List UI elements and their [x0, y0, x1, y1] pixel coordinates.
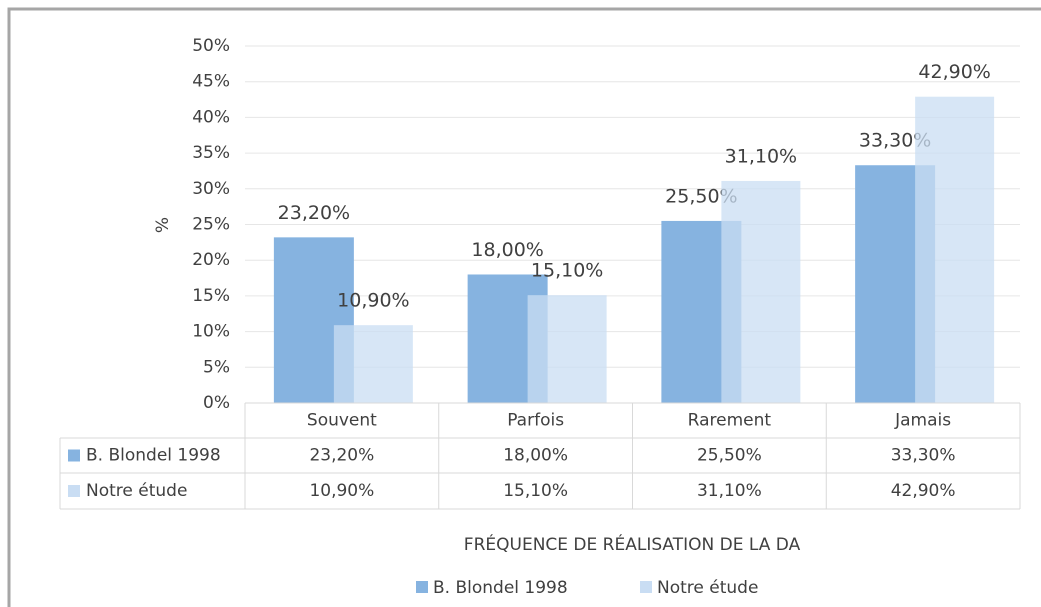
x-tick-label: Jamais	[894, 411, 951, 431]
legend-key	[640, 581, 652, 593]
table-cell: 31,10%	[697, 481, 762, 501]
table-cell: 25,50%	[697, 446, 762, 466]
chart-frame	[7, 7, 1041, 607]
y-tick-label: 30%	[192, 179, 230, 199]
y-tick-label: 50%	[192, 36, 230, 56]
table-cell: 42,90%	[891, 481, 956, 501]
data-label: 25,50%	[665, 185, 737, 207]
data-label: 18,00%	[471, 239, 543, 261]
legend-key	[68, 449, 80, 462]
y-axis-title: %	[153, 217, 173, 233]
y-tick-label: 40%	[192, 107, 230, 127]
bar	[333, 325, 413, 403]
legend-label: B. Blondel 1998	[433, 578, 568, 598]
x-axis-title: FRÉQUENCE DE RÉALISATION DE LA DA	[464, 533, 801, 555]
table-cell: 18,00%	[503, 446, 568, 466]
y-tick-label: 10%	[192, 322, 230, 342]
y-tick-label: 5%	[203, 357, 230, 377]
y-tick-label: 35%	[192, 143, 230, 163]
bar	[721, 180, 801, 403]
y-tick-label: 45%	[192, 72, 230, 92]
data-label: 10,90%	[337, 290, 409, 312]
legend-key	[416, 581, 428, 593]
x-tick-label: Rarement	[688, 411, 772, 431]
data-label: 31,10%	[725, 145, 797, 167]
data-label: 23,20%	[278, 202, 350, 224]
y-tick-label: 25%	[192, 215, 230, 235]
data-label: 33,30%	[859, 130, 931, 152]
y-tick-label: 15%	[192, 286, 230, 306]
table-cell: 10,90%	[309, 481, 374, 501]
data-label: 42,90%	[918, 61, 990, 83]
y-tick-label: 20%	[192, 250, 230, 270]
bar	[527, 295, 607, 403]
legend-label: Notre étude	[657, 578, 758, 598]
table-cell: 33,30%	[891, 446, 956, 466]
table-cell: 23,20%	[309, 446, 374, 466]
table-cell: 15,10%	[503, 481, 568, 501]
table-row-label: Notre étude	[86, 481, 187, 501]
y-tick-label: 0%	[203, 393, 230, 413]
bar	[915, 96, 995, 403]
legend-key	[68, 485, 80, 497]
table-row-label: B. Blondel 1998	[86, 446, 221, 466]
x-tick-label: Souvent	[307, 411, 377, 431]
x-tick-label: Parfois	[507, 411, 564, 431]
data-label: 15,10%	[531, 260, 603, 282]
